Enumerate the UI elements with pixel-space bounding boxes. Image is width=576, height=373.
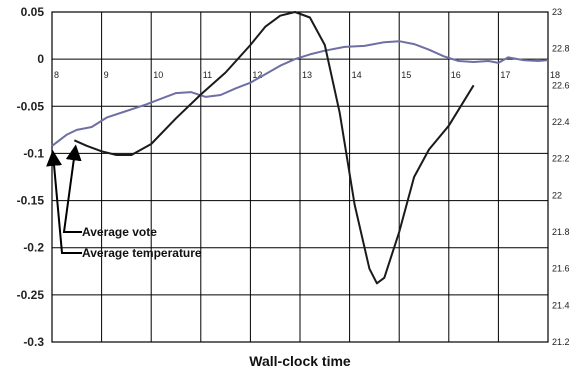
y-tick-label: -0.25 bbox=[17, 288, 45, 302]
x-tick-label: 13 bbox=[302, 70, 312, 80]
y2-tick-label: 22.2 bbox=[552, 154, 570, 164]
y-tick-label: -0.05 bbox=[17, 99, 45, 113]
y2-tick-label: 21.4 bbox=[552, 300, 570, 310]
series-lines bbox=[51, 11, 549, 285]
y2-tick-label: 21.6 bbox=[552, 264, 570, 274]
y2-tick-label: 22.8 bbox=[552, 44, 570, 54]
y-tick-label: -0.1 bbox=[23, 146, 44, 160]
annotations: Average vote Average temperature bbox=[46, 144, 202, 260]
y2-tick-label: 21.2 bbox=[552, 337, 570, 347]
x-tick-label: 12 bbox=[252, 70, 262, 80]
x-axis-tick-labels: 8 9 10 11 12 13 14 15 16 17 18 bbox=[54, 70, 560, 80]
series-average-vote bbox=[51, 40, 549, 147]
x-tick-label: 16 bbox=[451, 70, 461, 80]
series-average-temperature bbox=[73, 11, 475, 285]
x-axis-label: Wall-clock time bbox=[249, 353, 351, 369]
grid-lines bbox=[51, 11, 549, 343]
x-tick-label: 14 bbox=[352, 70, 362, 80]
x-tick-label: 8 bbox=[54, 70, 59, 80]
y2-tick-label: 22.4 bbox=[552, 117, 570, 127]
annotation-average-temperature: Average temperature bbox=[82, 246, 202, 260]
y2-tick-label: 23 bbox=[552, 7, 562, 17]
annotation-arrow-temperature bbox=[46, 149, 82, 254]
x-tick-label: 18 bbox=[550, 70, 560, 80]
x-tick-label: 11 bbox=[203, 70, 212, 80]
x-tick-label: 15 bbox=[401, 70, 411, 80]
y-tick-label: -0.15 bbox=[17, 194, 45, 208]
x-tick-label: 9 bbox=[104, 70, 109, 80]
x-tick-label: 10 bbox=[153, 70, 163, 80]
right-axis-tick-labels: 23 22.8 22.6 22.4 22.2 22 21.8 21.6 21.4 21.2 bbox=[552, 7, 570, 347]
x-tick-label: 17 bbox=[500, 70, 510, 80]
y-axis-tick-labels: 0.05 0 -0.05 -0.1 -0.15 -0.2 -0.25 -0.3 bbox=[17, 5, 45, 349]
y-tick-label: 0.05 bbox=[21, 5, 45, 19]
y-tick-label: -0.2 bbox=[23, 241, 44, 255]
y-tick-label: -0.3 bbox=[23, 335, 44, 349]
annotation-arrow-vote bbox=[62, 144, 82, 233]
y-tick-label: 0 bbox=[37, 52, 44, 66]
y2-tick-label: 22 bbox=[552, 190, 562, 200]
y2-tick-label: 21.8 bbox=[552, 227, 570, 237]
annotation-average-vote: Average vote bbox=[82, 225, 157, 239]
y2-tick-label: 22.6 bbox=[552, 80, 570, 90]
